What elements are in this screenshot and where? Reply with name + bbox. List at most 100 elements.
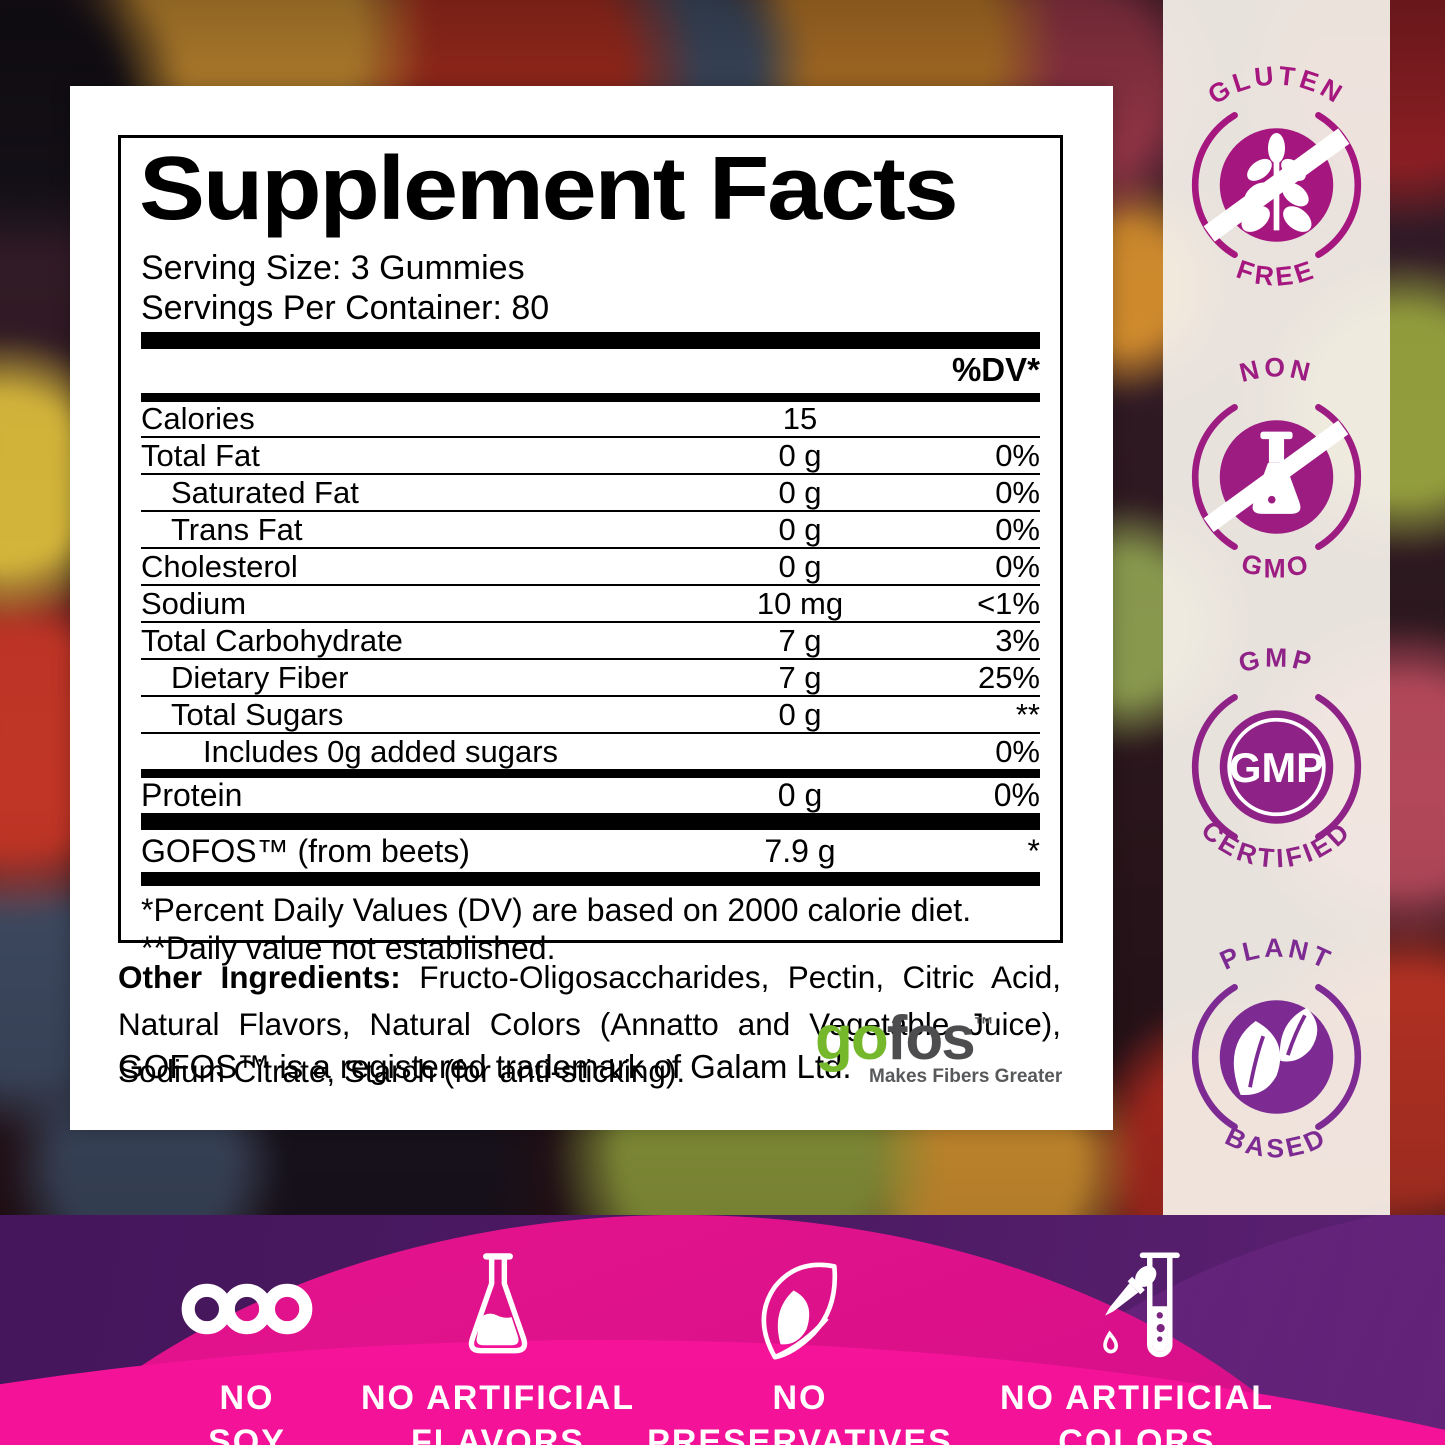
- non-gmo-badge: NON GMO: [1191, 353, 1362, 583]
- divider-thick: [141, 813, 1040, 830]
- svg-text:GLUTEN: GLUTEN: [1203, 60, 1351, 110]
- svg-text:NON: NON: [1236, 353, 1316, 388]
- row-amount: 0 g: [778, 437, 822, 473]
- table-row: Calories 15: [141, 401, 1040, 436]
- table-row: Total Sugars 0 g **: [141, 695, 1040, 732]
- row-amount: 10 mg: [756, 585, 844, 621]
- claim-label: NO SOY: [208, 1379, 286, 1445]
- row-label: Cholesterol: [141, 548, 298, 584]
- badge-top-text: NON: [1236, 353, 1313, 388]
- leaves-icon: [1233, 1007, 1318, 1095]
- divider-medium: [141, 393, 1040, 402]
- servings-per-container: Servings Per Container: 80: [141, 289, 550, 327]
- svg-text:PLANT: PLANT: [1215, 933, 1338, 976]
- row-label: Total Fat: [141, 437, 260, 473]
- table-row: Sodium 10 mg <1%: [141, 584, 1040, 621]
- claim-label: NO PRESERVATIVES: [647, 1379, 953, 1445]
- badge-top-text: GMP: [1236, 643, 1314, 679]
- row-amount: 0 g: [778, 511, 822, 547]
- claim-no-artificial-colors: NO ARTIFICIAL COLORS: [977, 1252, 1297, 1445]
- table-row: Cholesterol 0 g 0%: [141, 547, 1040, 584]
- leaf-icon: [749, 1253, 851, 1365]
- dropper-test-tube-icon: [1082, 1252, 1192, 1365]
- nutrition-table-frame: Supplement Facts Serving Size: 3 Gummies…: [118, 135, 1063, 966]
- row-amount: 0 g: [778, 696, 822, 732]
- dv-header: %DV*: [951, 351, 1040, 388]
- flask-crossed-icon: [1203, 420, 1349, 533]
- row-label: Total Carbohydrate: [141, 622, 403, 658]
- row-dv: 0%: [993, 777, 1040, 813]
- table-row: Includes 0g added sugars 0%: [141, 732, 1040, 769]
- row-label: Total Sugars: [171, 696, 344, 732]
- gofos-fos: fos: [886, 1004, 976, 1073]
- badge-top-text: PLANT: [1215, 933, 1334, 976]
- badge-bottom-text: BASED: [1221, 1121, 1329, 1163]
- svg-text:GMP: GMP: [1236, 643, 1318, 679]
- gofos-tm: ™: [973, 1014, 994, 1036]
- row-dv: <1%: [977, 585, 1040, 621]
- svg-text:FREE: FREE: [1233, 254, 1320, 292]
- row-label: GOFOS™ (from beets): [141, 832, 470, 869]
- svg-text:GMO: GMO: [1238, 548, 1314, 583]
- row-dv: 0%: [995, 474, 1040, 510]
- other-ingredients-label: Other Ingredients:: [118, 959, 401, 995]
- gofos-logo: gofos™ Makes Fibers Greater: [815, 1008, 1085, 1088]
- row-amount: 0 g: [778, 474, 822, 510]
- row-dv: **: [1015, 696, 1040, 732]
- badge-center-text: GMP: [1229, 744, 1324, 791]
- divider-thick: [141, 769, 1040, 778]
- table-row: Protein 0 g 0%: [141, 777, 1040, 813]
- row-label: Dietary Fiber: [171, 659, 349, 695]
- table-row: Dietary Fiber 7 g 25%: [141, 658, 1040, 695]
- soy-pod-icon: [177, 1253, 317, 1365]
- footnote-not-established: **Daily value not established.: [141, 930, 556, 966]
- badge-bottom-text: GMO: [1238, 548, 1311, 583]
- claim-no-soy: NO SOY: [87, 1253, 407, 1445]
- row-dv: *: [1027, 832, 1040, 869]
- gmp-certified-badge: GMP GMP CERTIFIED: [1191, 643, 1362, 874]
- trademark-note: GOFOS™ is a registered trademark of Gala…: [118, 1048, 852, 1085]
- row-label: Protein: [141, 777, 243, 813]
- flask-icon: [452, 1253, 544, 1365]
- row-dv: 0%: [995, 733, 1040, 769]
- gofos-go: go: [815, 1004, 889, 1073]
- claim-no-preservatives: NO PRESERVATIVES: [640, 1253, 960, 1445]
- table-row: Total Fat 0 g 0%: [141, 436, 1040, 473]
- row-dv: 0%: [995, 548, 1040, 584]
- row-amount: 15: [782, 401, 818, 436]
- row-label: Saturated Fat: [171, 474, 359, 510]
- row-amount: 0 g: [778, 548, 822, 584]
- claim-label: NO ARTIFICIAL COLORS: [999, 1379, 1275, 1445]
- table-row: GOFOS™ (from beets) 7.9 g *: [141, 830, 1040, 872]
- row-amount: 7 g: [778, 659, 822, 695]
- row-label: Calories: [141, 401, 255, 436]
- table-row: Total Carbohydrate 7 g 3%: [141, 621, 1040, 658]
- footnotes: *Percent Daily Values (DV) are based on …: [141, 886, 1040, 967]
- row-label: Trans Fat: [171, 511, 303, 547]
- row-dv: 0%: [995, 511, 1040, 547]
- claims-band: NO SOY NO ARTIFICIAL FLAVORS: [0, 1215, 1445, 1445]
- divider-thick: [141, 872, 1040, 886]
- row-amount: 7 g: [778, 622, 822, 658]
- divider-thick: [141, 332, 1040, 349]
- gluten-free-badge: GLUTEN FREE: [1191, 60, 1362, 292]
- badge-strip: GLUTEN FREE NON GMO: [1163, 0, 1390, 1217]
- supplement-facts-panel: Supplement Facts Serving Size: 3 Gummies…: [70, 86, 1113, 1130]
- badge-top-text: GLUTEN: [1203, 60, 1347, 110]
- other-ingredients: Other Ingredients: Fructo-Oligosaccharid…: [118, 954, 1061, 1095]
- svg-text:BASED: BASED: [1221, 1121, 1333, 1163]
- other-ingredients-text: Fructo-Oligosaccharides, Pectin, Citric …: [118, 959, 1061, 1089]
- table-row: Saturated Fat 0 g 0%: [141, 473, 1040, 510]
- plant-based-badge: PLANT BASED: [1191, 933, 1362, 1163]
- row-dv: 25%: [977, 659, 1040, 695]
- row-dv: 3%: [995, 622, 1040, 658]
- claim-no-artificial-flavors: NO ARTIFICIAL FLAVORS: [338, 1253, 658, 1445]
- row-label: Includes 0g added sugars: [203, 733, 559, 769]
- gmp-seal-icon: GMP: [1227, 717, 1326, 817]
- panel-title: Supplement Facts: [139, 139, 959, 239]
- row-amount: 0 g: [777, 777, 823, 813]
- row-label: Sodium: [141, 585, 247, 621]
- gofos-wordmark: gofos™: [815, 1008, 1085, 1070]
- badge-bottom-text: FREE: [1233, 254, 1317, 292]
